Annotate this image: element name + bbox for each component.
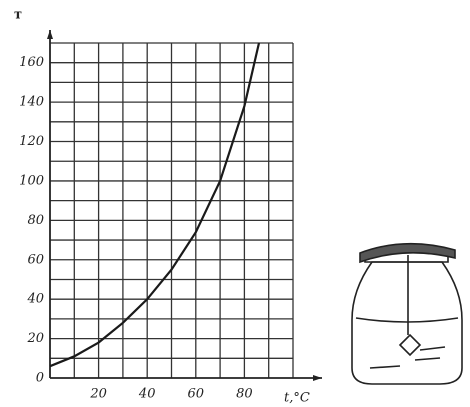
curve: [49, 42, 261, 368]
jar-lid: [359, 242, 456, 264]
y-tick-label: 20: [26, 331, 44, 346]
x-axis-label: t,°C: [284, 391, 310, 406]
x-axis-arrow: [313, 375, 322, 381]
x-tick-label: 60: [188, 387, 205, 402]
y-tick-label: 160: [19, 55, 44, 70]
x-tick-label: 80: [236, 387, 253, 402]
y-tick-label: 80: [27, 213, 44, 228]
y-tick-label: 140: [19, 95, 44, 110]
x-tick-label: 40: [138, 387, 156, 402]
x-tick-label: 20: [89, 387, 107, 402]
y-axis-arrow: [47, 30, 53, 39]
jar-body: [351, 261, 463, 385]
y-tick-label: 100: [19, 173, 44, 188]
y-tick-label: 60: [27, 252, 44, 267]
y-tick-label: 0: [36, 371, 44, 386]
crystal: [398, 333, 422, 357]
y-tick-label: 120: [19, 134, 44, 149]
y-tick-label: 40: [26, 292, 44, 307]
jar-drawing: [351, 242, 463, 385]
sediment: [369, 346, 446, 369]
y-axis-label: т: [14, 8, 22, 23]
water-level: [355, 317, 459, 323]
